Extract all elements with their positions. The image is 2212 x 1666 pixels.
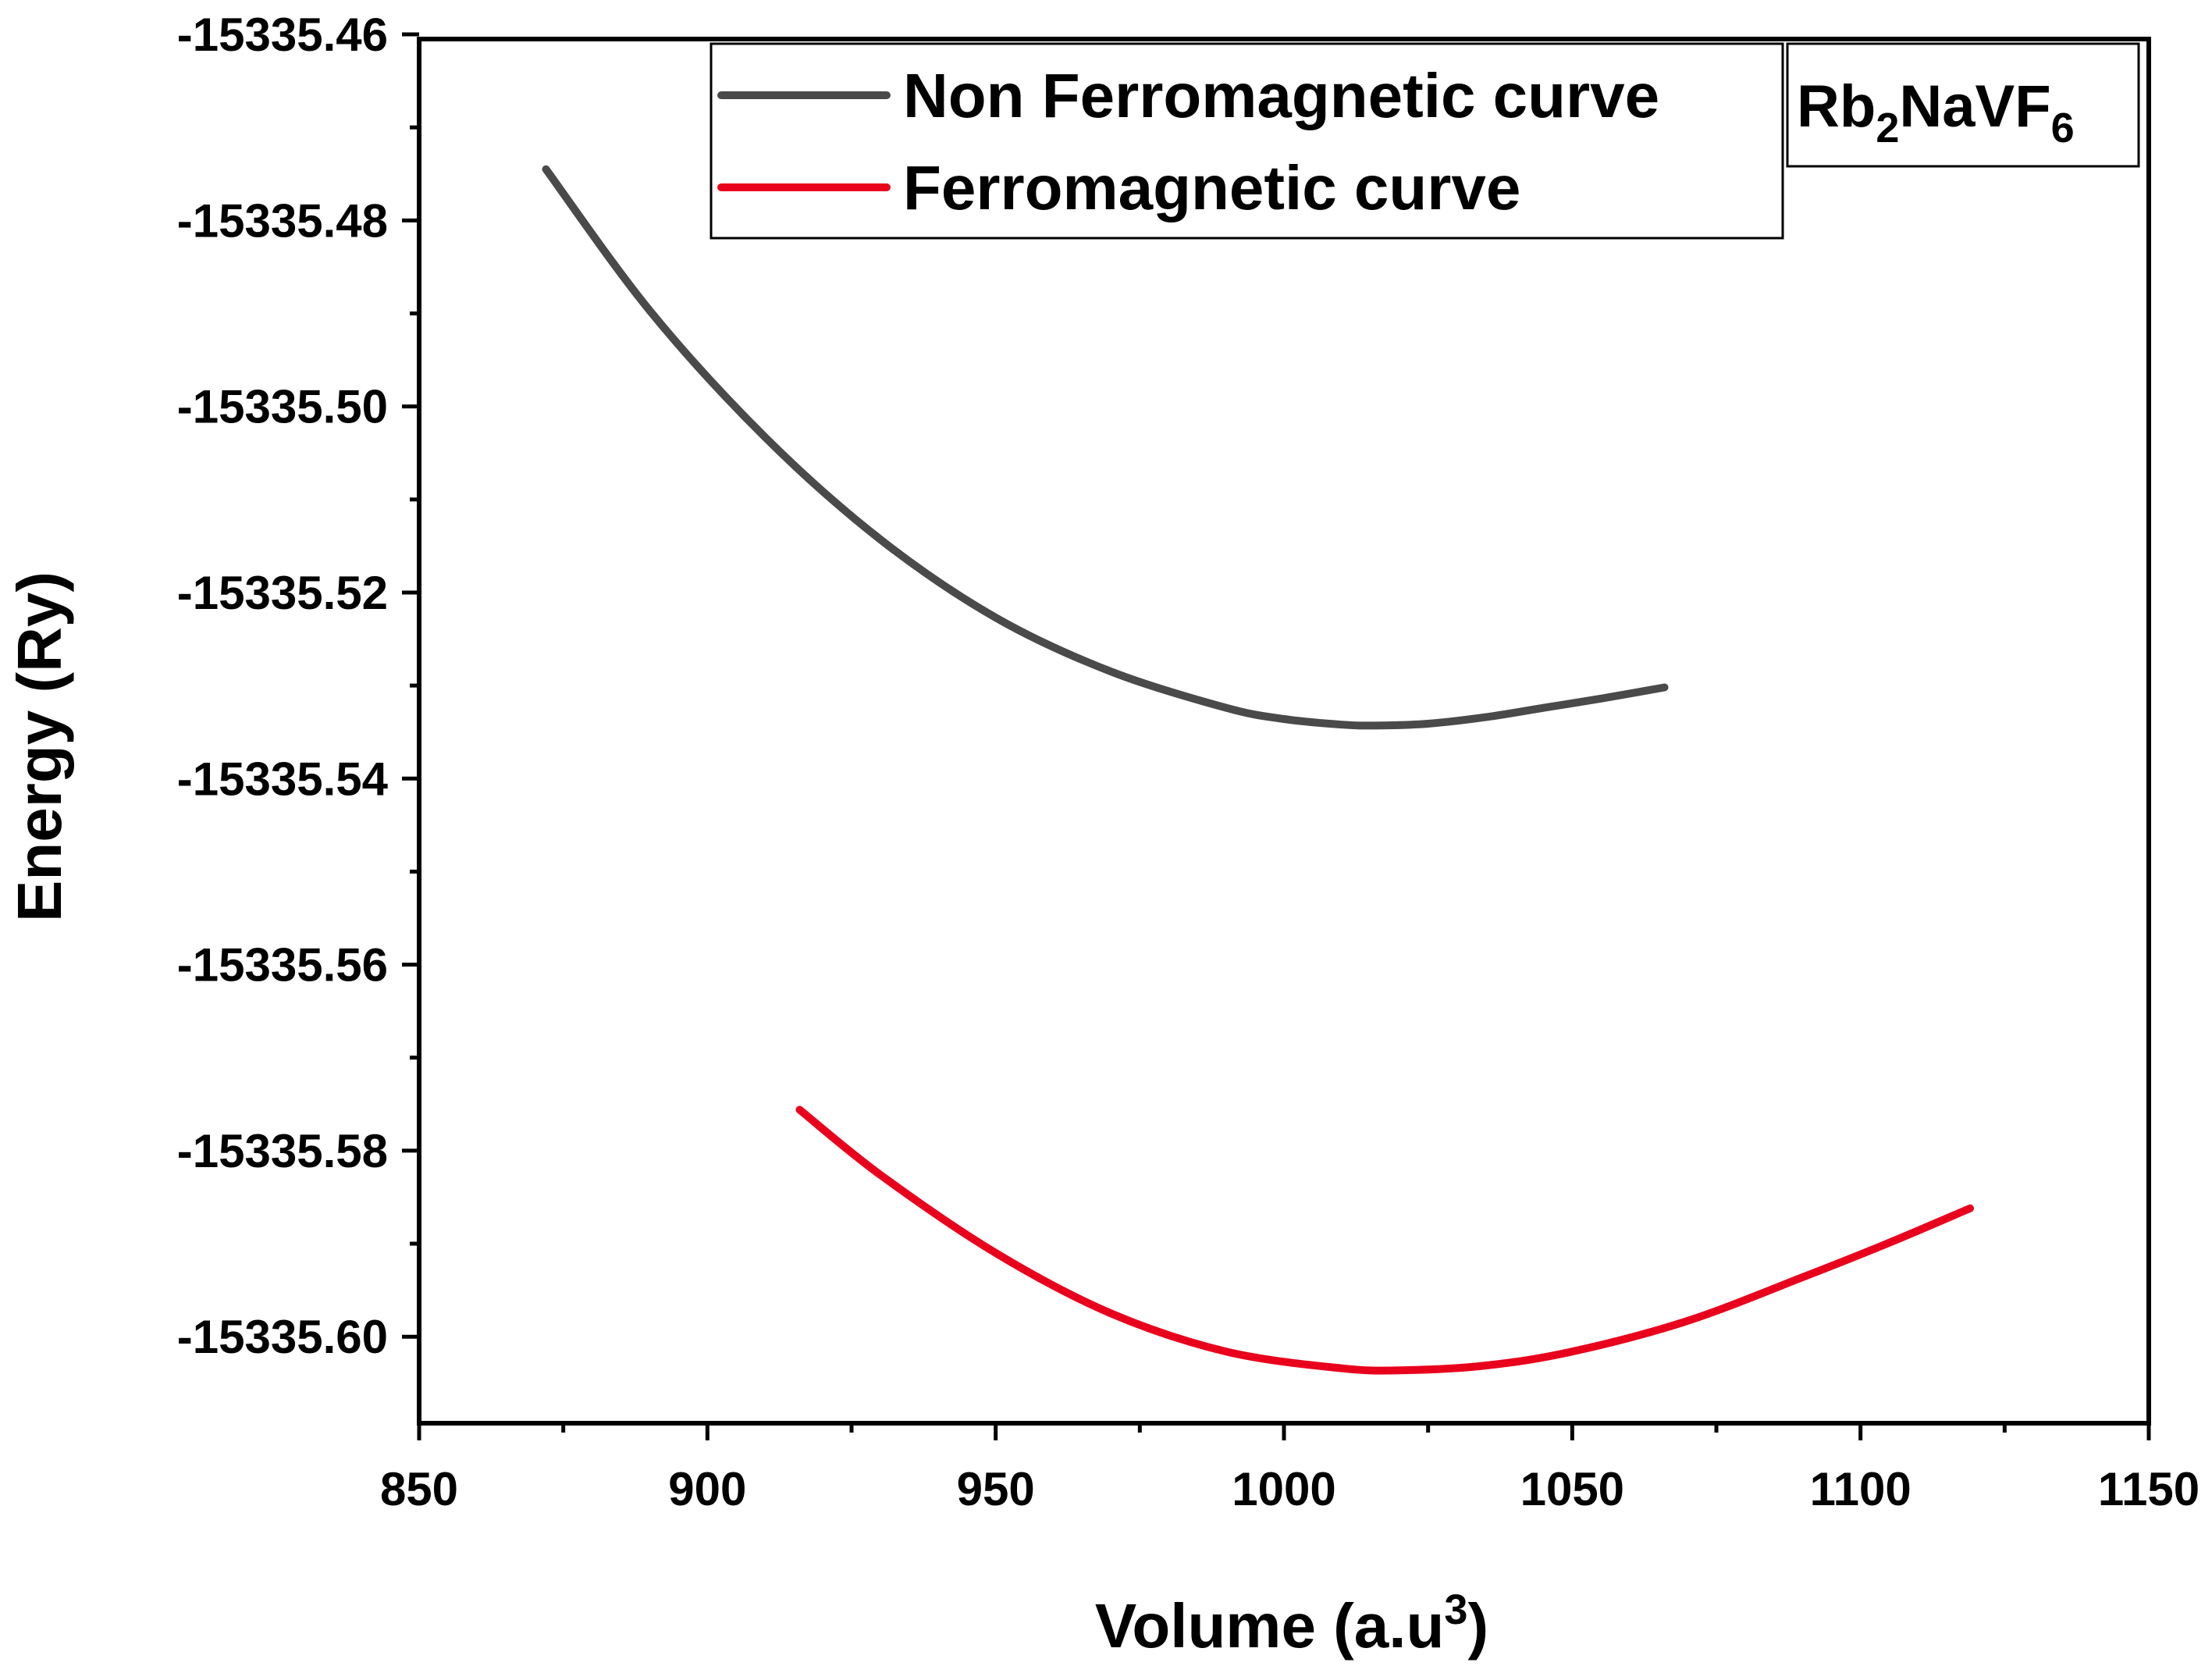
y-tick-label: -15335.60 <box>177 1311 388 1363</box>
compound-annotation-box <box>1786 42 2140 168</box>
y-tick-label: -15335.52 <box>177 567 388 619</box>
x-axis-title-superscript: 3 <box>1444 1586 1467 1633</box>
compound-annotation: Rb2NaVF6 <box>1786 42 2140 168</box>
x-tick-label: 850 <box>380 1463 458 1515</box>
formula-subscript-2: 2 <box>1876 105 1899 151</box>
y-tick-label: -15335.48 <box>177 194 388 247</box>
legend-box <box>709 42 1784 240</box>
series-layer <box>542 165 1974 1375</box>
x-axis: 850 900 950 1000 1050 1100 1150 <box>380 1423 2200 1515</box>
series-line-ferromagnetic <box>795 1105 1974 1375</box>
x-tick-label: 1050 <box>1520 1463 1624 1515</box>
y-tick-label: -15335.58 <box>177 1125 388 1177</box>
y-axis: -15335.46 -15335.48 -15335.50 -15335.52 -153… <box>177 9 419 1363</box>
plot-area-frame <box>417 37 2151 1426</box>
formula-part-navf: NaVF <box>1899 73 2050 140</box>
y-tick-label: -15335.54 <box>177 753 389 805</box>
x-axis-title-text: Volume (a.u <box>1095 1591 1444 1661</box>
series-line-non-ferromagnetic <box>542 165 1669 730</box>
legend: Non Ferromagnetic curve Ferromagnetic cu… <box>709 42 1784 240</box>
legend-label-ferromagnetic: Ferromagnetic curve <box>903 153 1520 222</box>
y-tick-label: -15335.46 <box>177 9 388 61</box>
y-tick-label: -15335.56 <box>177 939 388 991</box>
x-axis-title-close: ) <box>1467 1591 1488 1661</box>
x-tick-label: 900 <box>668 1463 746 1515</box>
x-axis-title: Volume (a.u3) <box>1095 1586 1488 1661</box>
legend-label-non-ferromagnetic: Non Ferromagnetic curve <box>903 61 1659 130</box>
compound-formula: Rb2NaVF6 <box>1797 73 2075 151</box>
x-tick-label: 1150 <box>2098 1463 2200 1515</box>
x-tick-label: 1100 <box>1810 1463 1911 1515</box>
y-tick-label: -15335.50 <box>177 381 388 433</box>
y-axis-title: Energy (Ry) <box>5 571 74 922</box>
formula-part-rb: Rb <box>1797 73 1876 140</box>
x-tick-label: 1000 <box>1232 1463 1335 1515</box>
formula-subscript-6: 6 <box>2051 105 2075 151</box>
x-tick-label: 950 <box>957 1463 1035 1515</box>
